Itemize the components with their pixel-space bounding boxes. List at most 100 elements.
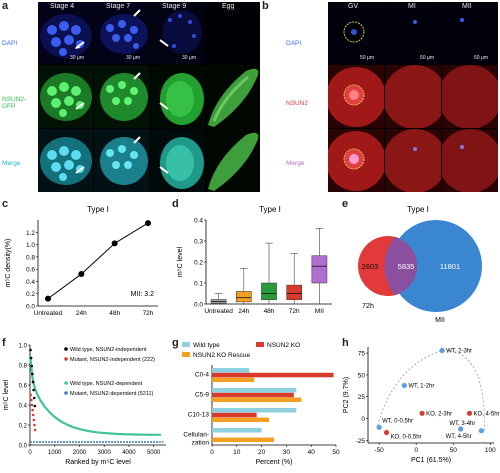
chart-d-ytick-label: 0.0 (194, 302, 203, 309)
chart-h-point-label: KO, 0-0.5hr (391, 435, 422, 441)
chart-g-legend-label: NSUN2 KO (267, 342, 300, 349)
chart-g-bar (212, 397, 302, 403)
chart-h-point (419, 410, 425, 416)
chart-f-mut-independent-point (32, 418, 36, 422)
col-header-a-stage9: Stage 9 (162, 3, 187, 10)
chart-g-bar (212, 388, 297, 393)
chart-c-point (111, 240, 118, 247)
chart-e-only-72h: 2603 (362, 262, 379, 271)
chart-f-wt-independent-point (31, 372, 34, 376)
chart-g-bar (212, 377, 255, 383)
col-header-a-stage4: Stage 4 (50, 3, 75, 10)
chart-d-xtick-label: 72h (289, 308, 300, 315)
chart-h-point-label: WT, 2-3hr (446, 348, 472, 354)
chart-h-xlabel: PC1 (61.5%) (411, 457, 451, 464)
chart-h-ytick-label: -25 (356, 438, 366, 445)
chart-h-point-label: KO, 4-5hr (474, 411, 500, 417)
micrograph-b-merge-gv (328, 129, 384, 192)
panel-letter-f: f (2, 337, 6, 349)
chart-g-category-label-2: zation (192, 440, 210, 447)
micrograph-a-merge-stage9 (150, 129, 205, 192)
chart-c-title: Type I (87, 205, 109, 214)
chart-f-ytick-label: 0.8 (19, 364, 28, 370)
chart-f-mut-independent-point (33, 428, 37, 432)
panel-letter-b: b (262, 0, 269, 12)
col-header-b-gv: GV (348, 3, 359, 10)
chart-h-point (458, 426, 464, 432)
micrograph-a-gfp-stage7 (94, 65, 149, 128)
chart-h-point (383, 429, 390, 436)
micrograph-a-gfp-egg (206, 65, 260, 128)
chart-f-wt-independent-point (29, 356, 33, 360)
panel-letter-c: c (2, 198, 9, 210)
chart-c-ytick-label: 0.4 (26, 279, 35, 286)
panel-letter-d: d (172, 198, 179, 210)
chart-h-point (401, 382, 407, 388)
chart-h-point (478, 428, 484, 434)
scale-bar-b-3: 50 μm (474, 55, 488, 61)
row-label-a-merge: Merge (2, 160, 21, 167)
row-label-b-merge: Merge (286, 160, 305, 167)
chart-h-xtick-label: -50 (374, 447, 384, 454)
col-header-b-mi: MI (408, 3, 416, 10)
chart-f-wt-independent-point (32, 388, 35, 392)
scale-bar-a-2: 30 μm (126, 55, 140, 61)
chart-h-trajectory (377, 350, 485, 431)
chart-g-xtick-label: 40 (308, 449, 316, 456)
scale-bar-a-1: 30 μm (70, 55, 84, 61)
chart-e-label-72h: 72h (362, 303, 374, 310)
row-label-b-dapi: DAPI (286, 40, 302, 47)
panel-letter-g: g (172, 337, 179, 349)
chart-d-ytick-label: 0.2 (194, 260, 203, 267)
micrograph-a-merge-stage7 (94, 129, 149, 192)
chart-c-point (145, 220, 151, 227)
chart-g-category-label: Cellulari- (183, 432, 209, 439)
micrograph-b-merge-mii (442, 129, 498, 192)
chart-e-venn: Type I 2603 5835 11801 72h MII (358, 205, 482, 324)
chart-f-wt-independent-point (32, 396, 36, 400)
micrograph-a-gfp-stage9 (150, 65, 205, 128)
col-header-b-mii: MII (462, 3, 472, 10)
col-header-a-stage7: Stage 7 (106, 3, 131, 10)
chart-g-bar (212, 392, 294, 398)
row-label-b-nsun2: NSUN2 (286, 100, 309, 107)
chart-d-box (261, 282, 277, 301)
chart-f-legend-marker (64, 347, 68, 351)
chart-g-xlabel: Percent (%) (256, 459, 293, 466)
chart-g-xtick-label: 50 (332, 449, 340, 456)
chart-d-xtick-label: 48h (264, 308, 275, 315)
micrograph-b-dapi-mi (385, 2, 441, 64)
chart-c-xtick-label: 24h (76, 310, 87, 317)
col-header-a-egg: Egg (222, 3, 235, 10)
micrograph-a-merge-stage4 (38, 129, 93, 192)
chart-h-point-label: KO, 2-3hr (426, 411, 452, 417)
chart-g-xtick-label: 20 (258, 449, 266, 456)
chart-g-bar (212, 412, 257, 418)
panel-b-micrographs (328, 2, 498, 192)
chart-g-bar (212, 428, 262, 433)
panel-letter-a: a (2, 0, 9, 12)
chart-c-ytick-label: 0.2 (26, 291, 35, 298)
chart-c-ytick-label: 0.6 (26, 267, 35, 274)
scale-bar-b-2: 50 μm (420, 55, 434, 61)
chart-f-mut-independent-point (31, 408, 34, 412)
micrograph-b-dapi-mii (442, 2, 498, 64)
chart-e-title: Type I (407, 205, 429, 214)
chart-g-xtick-label: 30 (283, 449, 291, 456)
chart-h-point (439, 347, 445, 354)
chart-g-bar (212, 368, 250, 373)
panel-letter-h: h (342, 337, 349, 349)
chart-c-point (78, 271, 85, 278)
chart-f-xtick-label: 1000 (48, 450, 62, 456)
chart-c-ylabel: m⁵C density(%) (5, 239, 12, 288)
chart-d-box (286, 284, 303, 301)
chart-f-mut-independent-point (33, 423, 36, 427)
micrograph-a-dapi-egg (206, 2, 260, 64)
chart-g-category-label: C10-13 (188, 412, 210, 419)
chart-f-xtick-label: 3000 (98, 450, 112, 456)
chart-f-legend-marker (64, 391, 68, 395)
chart-h-ytick-label: 75 (358, 351, 366, 358)
chart-c-ytick-label: 0.8 (26, 254, 35, 261)
chart-h-point (466, 410, 473, 416)
chart-d-box (311, 255, 328, 284)
